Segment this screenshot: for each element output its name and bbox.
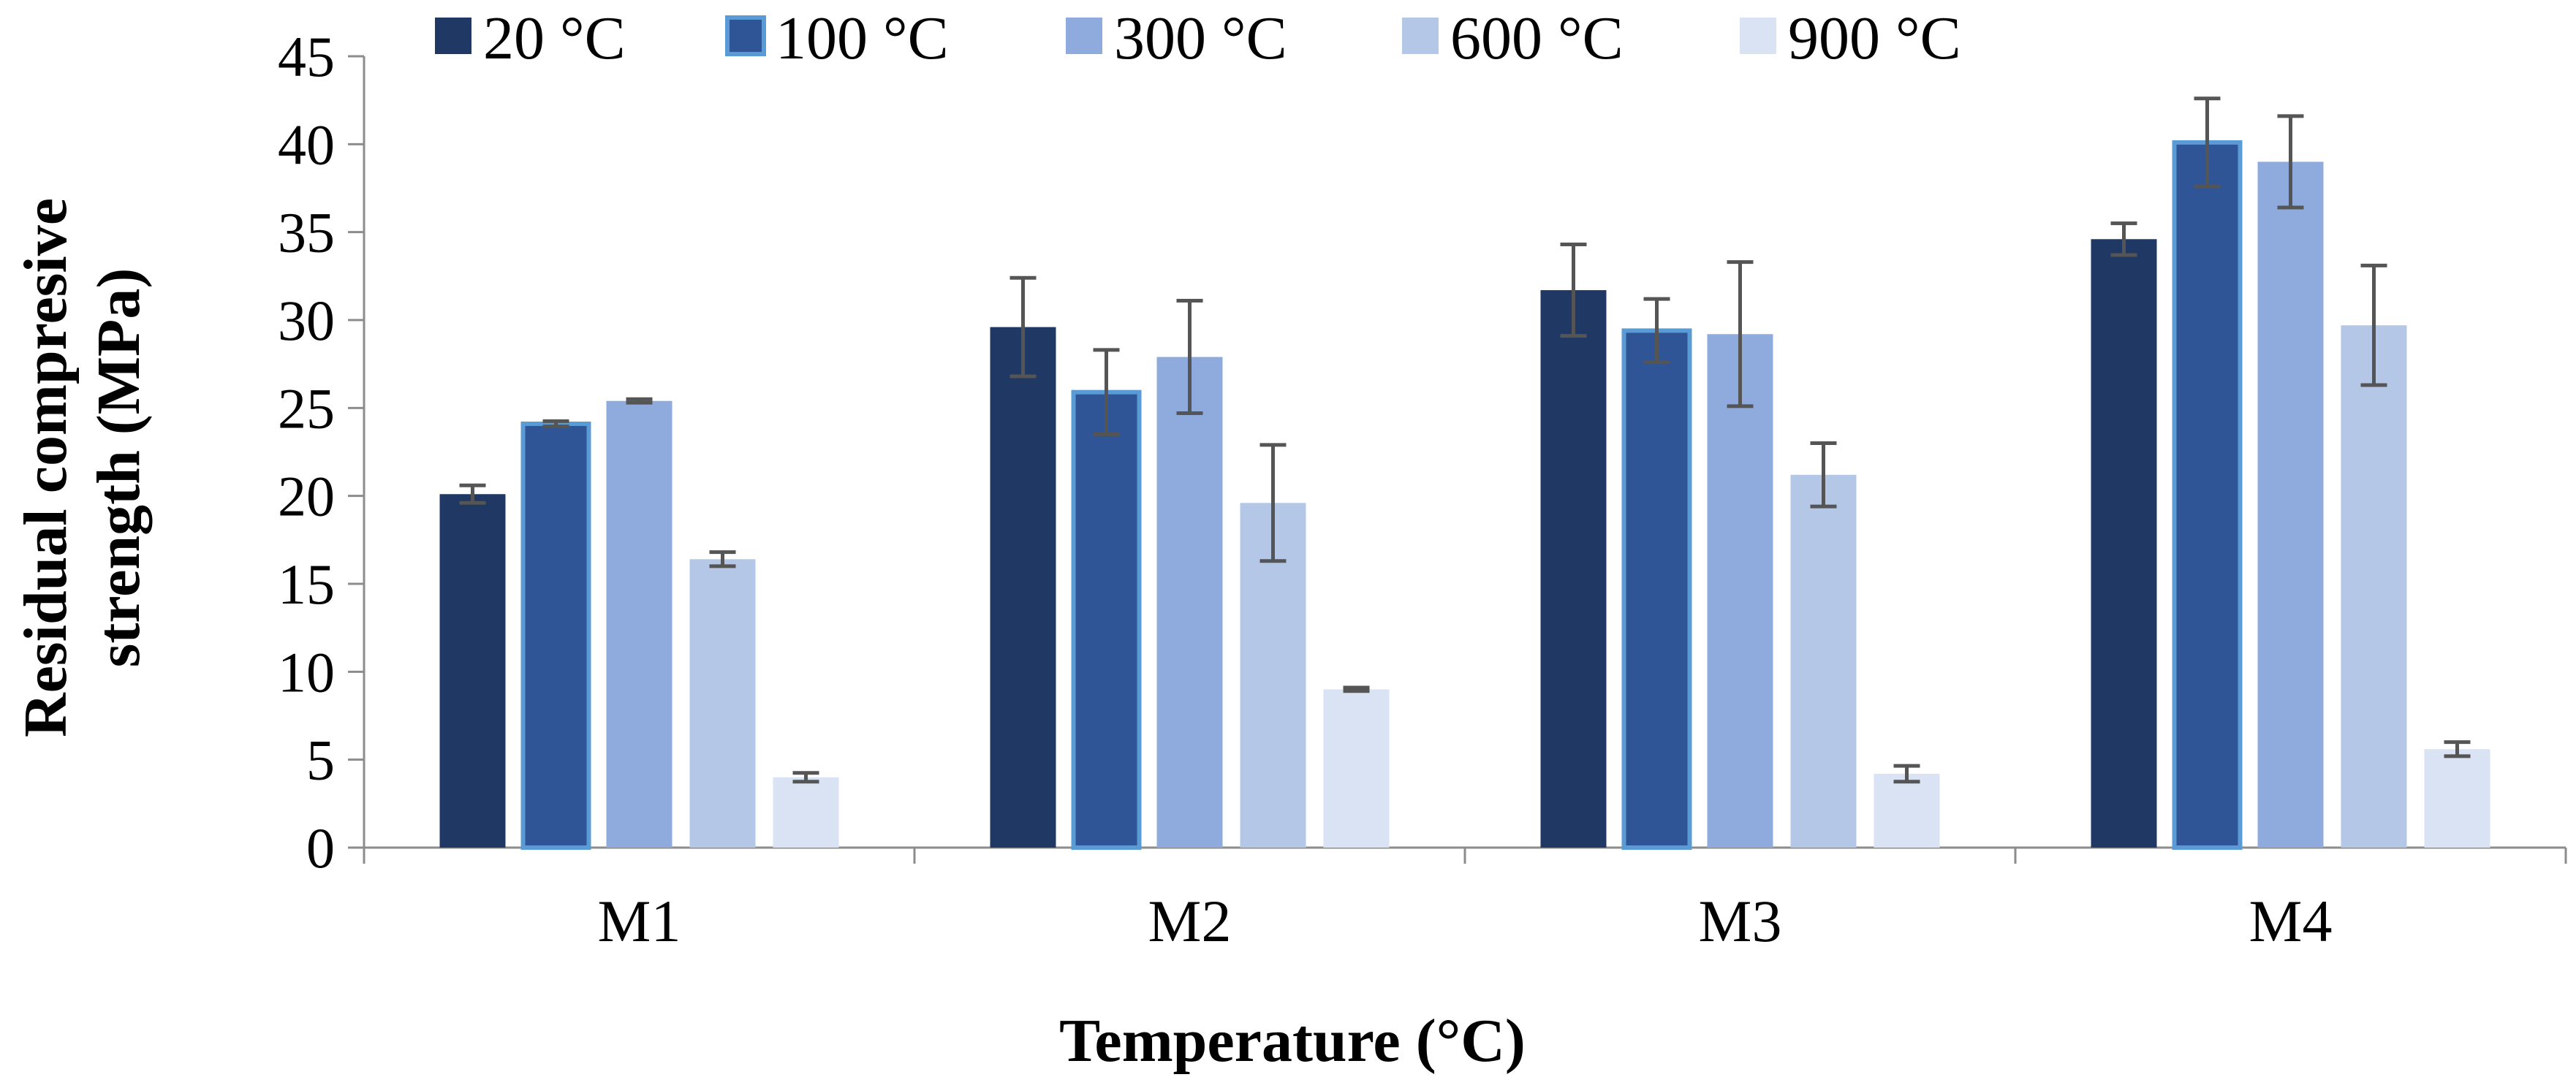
legend-swatch xyxy=(725,15,766,56)
legend-label: 100 °C xyxy=(776,4,949,72)
legend-swatch xyxy=(435,18,471,54)
bars-layer xyxy=(439,140,2490,850)
x-category-label: M2 xyxy=(1148,888,1232,954)
y-tick-label: 5 xyxy=(306,728,335,792)
legend: 20 °C 100 °C 300 °C 600 °C 900 °C xyxy=(435,4,1961,72)
bar xyxy=(606,400,673,848)
error-bars-layer xyxy=(459,96,2471,784)
legend-label: 300 °C xyxy=(1114,4,1287,72)
bar xyxy=(1156,357,1223,848)
bar xyxy=(2091,239,2157,848)
y-tick-label: 35 xyxy=(278,201,335,265)
bar xyxy=(439,494,506,848)
y-axis-title-line-2: strength (MPa) xyxy=(85,268,153,668)
y-tick-label: 25 xyxy=(278,376,335,440)
legend-label: 600 °C xyxy=(1450,4,1624,72)
y-tick-label: 20 xyxy=(278,465,335,528)
y-axis-title-line-1: Residual compresive xyxy=(12,198,80,737)
legend-swatch xyxy=(1402,18,1439,54)
y-tick-label: 45 xyxy=(278,25,335,88)
x-category-label: M1 xyxy=(598,888,681,954)
bar xyxy=(1323,689,1390,848)
x-category-label: M4 xyxy=(2249,888,2333,954)
x-axis-title: Temperature (°C) xyxy=(1059,1007,1526,1075)
bar xyxy=(1540,290,1607,848)
y-tick-label: 40 xyxy=(278,113,335,176)
legend-label: 900 °C xyxy=(1788,4,1961,72)
bar xyxy=(1790,474,1857,848)
bar xyxy=(2424,749,2490,848)
x-category-label: M3 xyxy=(1699,888,1782,954)
bar xyxy=(1874,773,1940,848)
legend-label: 20 °C xyxy=(483,4,626,72)
legend-swatch xyxy=(1066,18,1102,54)
bar xyxy=(1707,334,1773,848)
bar xyxy=(2341,325,2407,848)
y-tick-label: 0 xyxy=(306,816,335,880)
bar xyxy=(520,421,591,850)
bar xyxy=(990,327,1056,848)
y-tick-label: 10 xyxy=(278,640,335,704)
y-tick-label: 30 xyxy=(278,289,335,352)
y-tick-label: 15 xyxy=(278,552,335,616)
bar xyxy=(1071,389,1142,850)
bar xyxy=(689,559,756,848)
bar xyxy=(1621,328,1692,850)
legend-swatch xyxy=(1740,18,1776,54)
bar xyxy=(773,777,839,848)
bar xyxy=(2257,161,2324,848)
bar xyxy=(2172,140,2243,850)
